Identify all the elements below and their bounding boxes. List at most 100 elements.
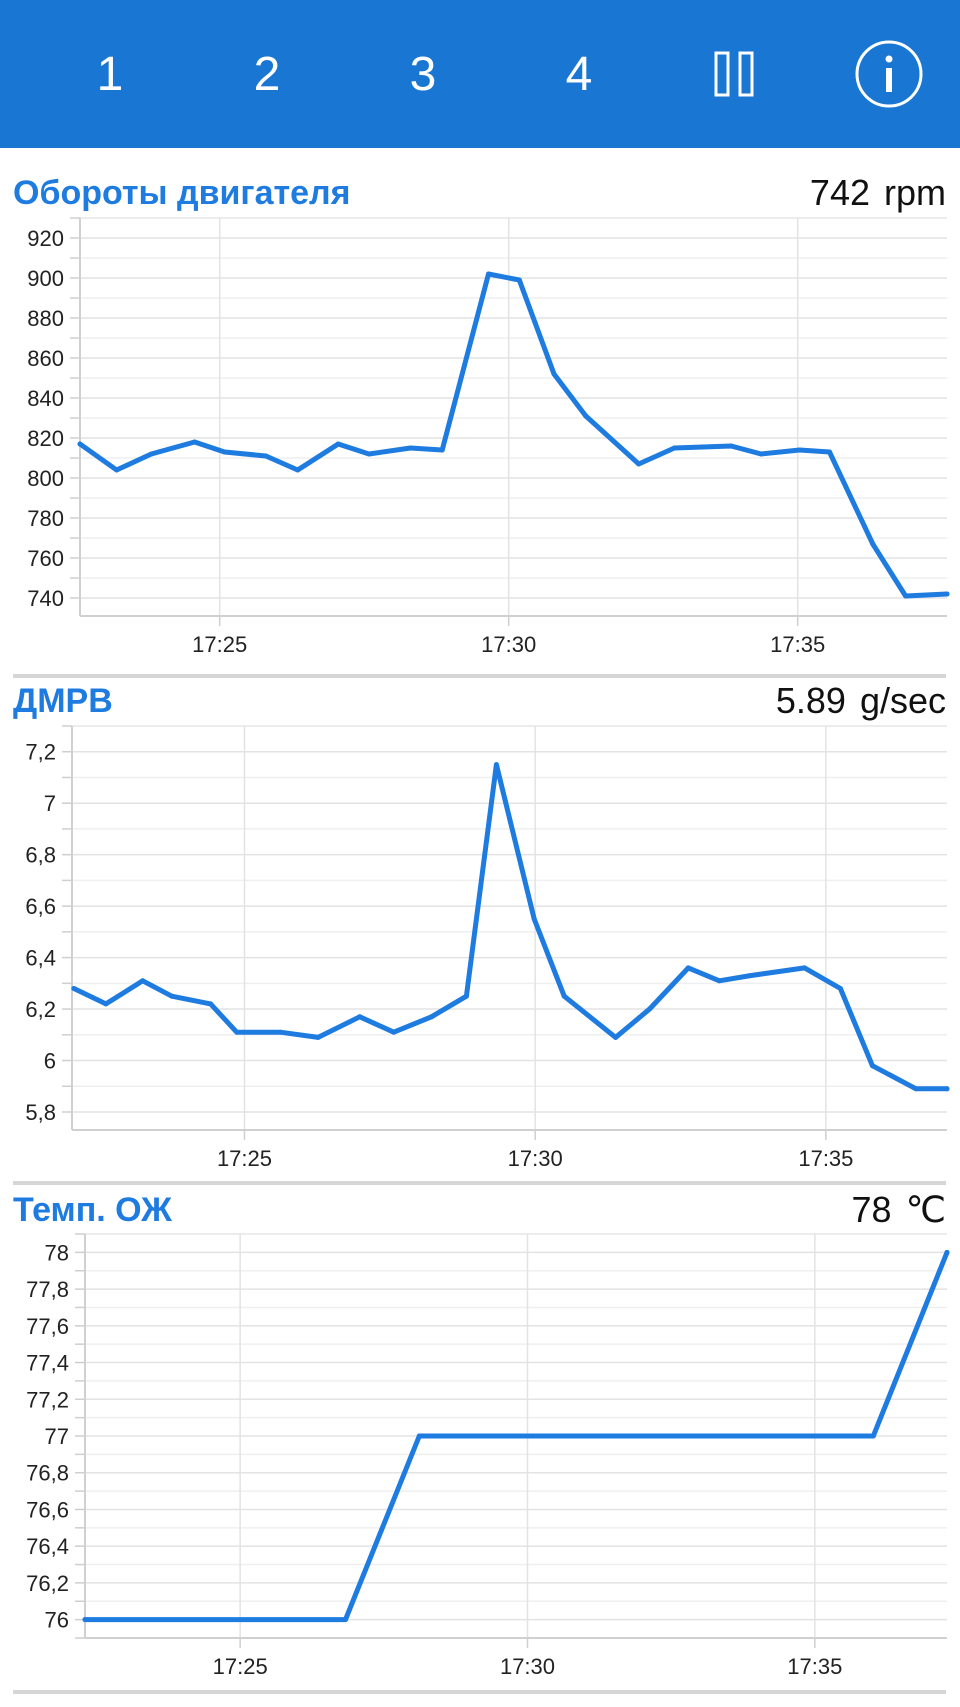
y-tick-label: 6,4: [25, 946, 56, 971]
data-point: [366, 451, 372, 457]
data-point: [439, 447, 445, 453]
y-tick-label: 77,2: [26, 1387, 69, 1412]
y-tick-label: 800: [27, 466, 64, 491]
pause-button[interactable]: [674, 0, 794, 148]
data-point: [837, 986, 843, 991]
data-point: [716, 978, 722, 984]
tab-4[interactable]: 4: [565, 47, 593, 101]
y-tick-label: 820: [27, 426, 64, 451]
y-tick-label: 77,4: [26, 1351, 69, 1376]
panel-value: 78 ℃: [852, 1190, 946, 1230]
data-point: [192, 439, 198, 445]
data-point: [583, 413, 589, 419]
data-point: [758, 451, 764, 457]
data-point: [561, 993, 567, 999]
data-point: [870, 541, 876, 547]
y-tick-label: 920: [27, 226, 64, 251]
y-tick-label: 7: [44, 791, 56, 816]
info-button[interactable]: [829, 0, 949, 148]
data-point: [685, 965, 691, 971]
y-tick-label: 880: [27, 306, 64, 331]
panel-divider: [13, 1181, 946, 1185]
data-point: [797, 447, 803, 453]
x-tick-label: 17:35: [798, 1146, 853, 1171]
data-point: [315, 1034, 321, 1040]
coolant-temp-chart: 78 77,8 77,6 77,4 77,2 77 76,8 76,6 76,4 76,2 76 17…: [26, 1233, 950, 1679]
y-tick-label: 77,8: [26, 1277, 69, 1302]
data-point: [493, 762, 499, 768]
value-unit: rpm: [884, 172, 946, 213]
data-point: [516, 277, 522, 283]
tab-1[interactable]: 1: [96, 47, 124, 101]
data-point: [728, 443, 734, 449]
data-point: [827, 449, 832, 455]
value-number: 742: [809, 172, 870, 213]
data-point: [944, 1249, 950, 1255]
data-point: [82, 1617, 88, 1623]
x-tick-label: 17:30: [500, 1654, 555, 1679]
data-point: [636, 461, 642, 467]
y-tick-label: 76,6: [26, 1497, 69, 1522]
data-point: [335, 441, 341, 447]
tab-3[interactable]: 3: [409, 47, 437, 101]
data-point: [103, 1001, 109, 1007]
value-unit: g/sec: [859, 680, 946, 721]
x-tick-label: 17:35: [787, 1654, 842, 1679]
data-point: [944, 591, 950, 597]
data-point: [747, 973, 753, 979]
data-point: [77, 441, 83, 447]
data-point: [263, 453, 269, 459]
y-tick-label: 760: [27, 546, 64, 571]
y-tick-label: 78: [45, 1240, 69, 1265]
panel-title: Обороты двигателя: [13, 174, 351, 212]
data-point: [429, 1014, 434, 1020]
data-point: [277, 1029, 283, 1035]
data-point: [169, 993, 175, 999]
data-point: [140, 978, 146, 984]
panel-title: ДМРВ: [13, 682, 113, 720]
maf-chart: 7,2 7 6,8 6,6 6,4 6,2 6 5,8 17:25 17:30 17:35: [25, 725, 950, 1171]
tab-2[interactable]: 2: [253, 47, 281, 101]
data-point: [416, 1433, 422, 1439]
y-tick-label: 77,6: [26, 1314, 69, 1339]
pause-icon: [714, 51, 754, 97]
value-number: 78: [851, 1189, 892, 1230]
data-point: [913, 1086, 919, 1092]
data-point: [148, 451, 154, 457]
y-tick-label: 6,2: [25, 997, 56, 1022]
data-point: [222, 449, 227, 455]
data-point: [357, 1014, 363, 1020]
y-tick-label: 6,6: [25, 894, 56, 919]
y-tick-label: 840: [27, 386, 64, 411]
data-point: [463, 993, 469, 999]
data-point: [391, 1029, 397, 1035]
data-point: [114, 467, 120, 473]
series-line: [77, 271, 950, 599]
y-tick-label: 76,4: [26, 1534, 69, 1559]
info-icon: [855, 40, 923, 108]
y-tick-label: 5,8: [25, 1100, 56, 1125]
data-point: [870, 1433, 876, 1439]
data-point: [486, 271, 491, 277]
y-tick-label: 780: [27, 506, 64, 531]
value-number: 5.89: [775, 680, 846, 721]
x-tick-label: 17:25: [217, 1146, 272, 1171]
y-tick-label: 76: [45, 1608, 69, 1633]
data-point: [903, 593, 909, 599]
data-point: [647, 1006, 652, 1012]
data-point: [551, 371, 557, 377]
x-tick-label: 17:30: [481, 632, 536, 657]
series-line: [71, 762, 950, 1092]
y-tick-label: 77: [45, 1424, 69, 1449]
panel-divider: [13, 1690, 946, 1694]
data-point: [671, 445, 677, 451]
x-tick-label: 17:25: [192, 632, 247, 657]
x-tick-label: 17:30: [508, 1146, 563, 1171]
panel-divider: [13, 674, 946, 678]
data-point: [208, 1001, 214, 1007]
panel-value: 742 rpm: [810, 173, 946, 213]
rpm-chart: 920 900 880 860 840 820 800 780 760 740 17:25 17:30…: [27, 217, 950, 657]
y-tick-label: 76,8: [26, 1461, 69, 1486]
panel-title: Темп. ОЖ: [13, 1191, 172, 1229]
data-point: [71, 986, 77, 991]
